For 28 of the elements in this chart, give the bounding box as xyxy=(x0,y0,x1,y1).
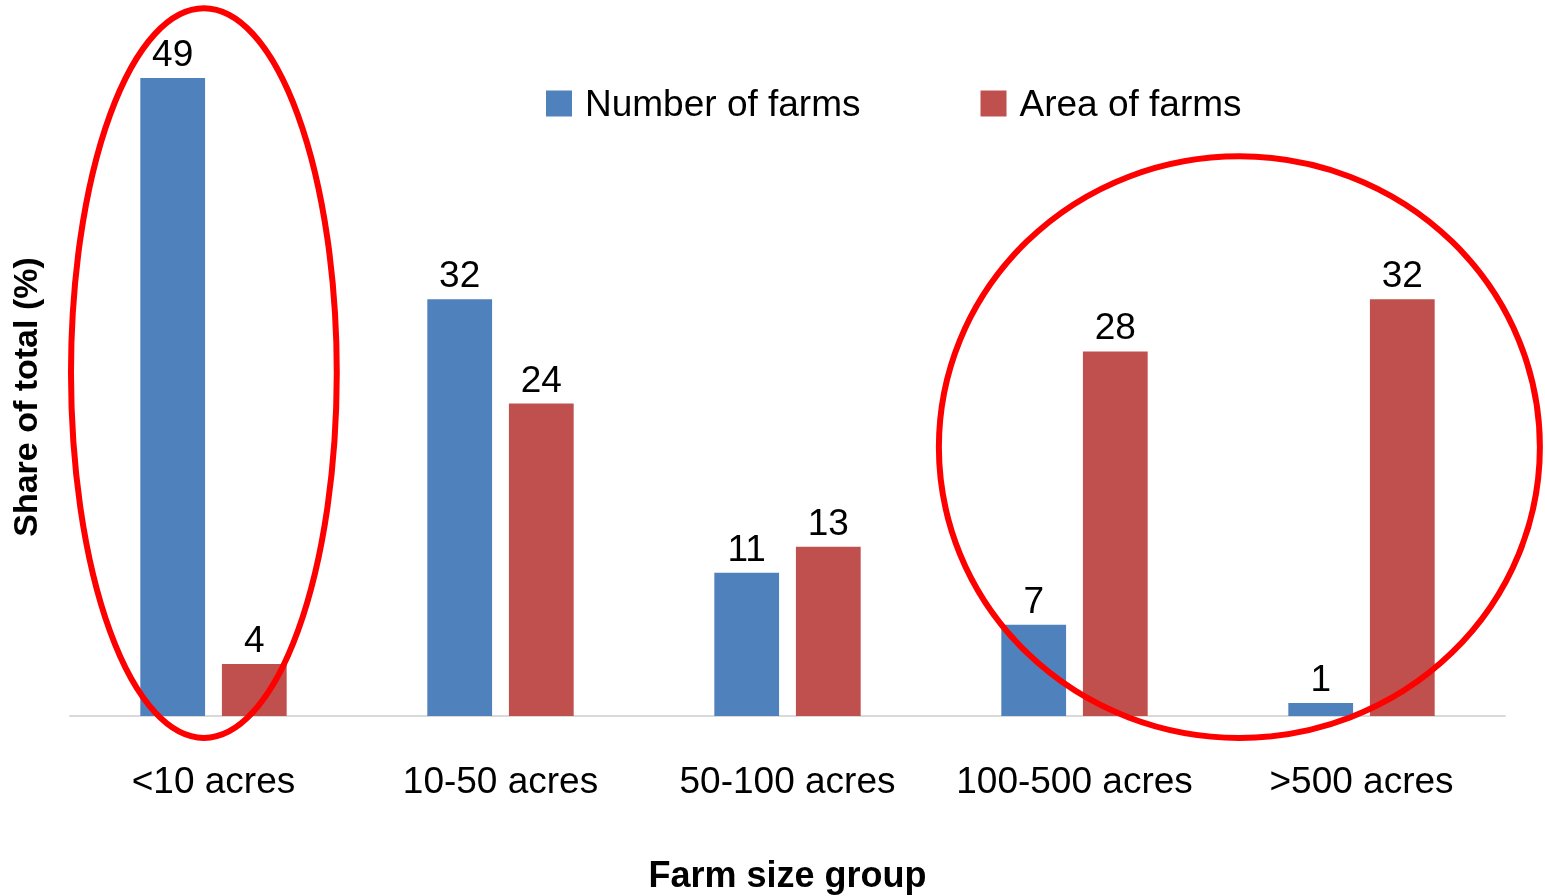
x-tick-label: 100-500 acres xyxy=(956,760,1193,801)
legend-label: Number of farms xyxy=(585,83,861,124)
bar xyxy=(1082,351,1148,716)
bar xyxy=(714,572,780,716)
x-tick-label: 10-50 acres xyxy=(402,760,599,801)
bar xyxy=(1288,702,1354,716)
data-label: 4 xyxy=(244,618,265,660)
data-label: 7 xyxy=(1023,579,1044,621)
x-axis-title: Farm size group xyxy=(648,853,927,895)
bar xyxy=(508,403,574,716)
bar xyxy=(795,546,861,716)
data-label: 11 xyxy=(727,527,766,569)
data-label: 1 xyxy=(1310,657,1331,699)
data-label: 32 xyxy=(439,254,481,296)
bar xyxy=(427,299,493,716)
data-label: 49 xyxy=(152,33,194,74)
data-label: 24 xyxy=(520,358,562,400)
legend-label: Area of farms xyxy=(1019,83,1242,124)
x-tick-label: 50-100 acres xyxy=(679,760,896,801)
data-label: 13 xyxy=(807,501,849,543)
data-label: 32 xyxy=(1381,254,1423,296)
data-label: 28 xyxy=(1094,306,1136,348)
x-tick-label: <10 acres xyxy=(131,760,296,801)
bar xyxy=(1369,299,1435,716)
bar xyxy=(1001,624,1067,716)
x-tick-label: >500 acres xyxy=(1269,760,1454,801)
y-axis-title: Share of total (%) xyxy=(6,257,44,537)
bar xyxy=(140,78,206,716)
